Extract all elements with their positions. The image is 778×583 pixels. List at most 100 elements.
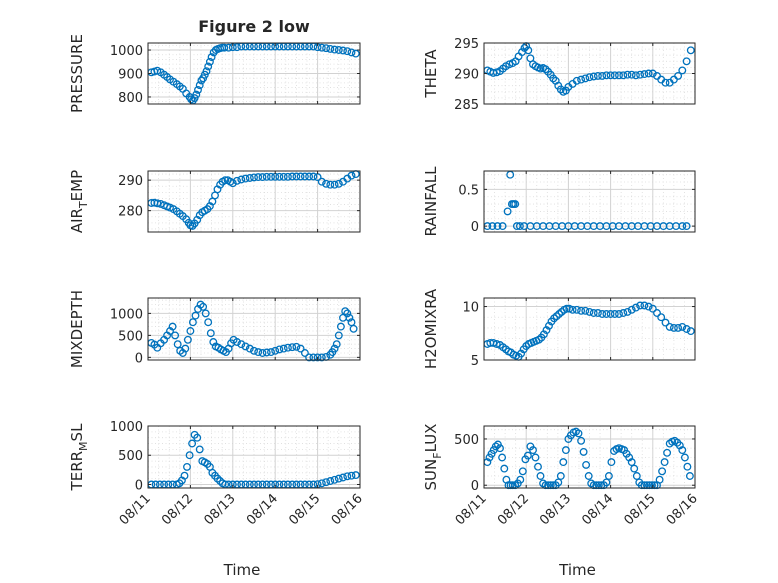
y-axis-label: RAINFALL (422, 166, 440, 237)
data-point (334, 46, 343, 54)
subplot-bottom-right: 0 500 SUNFLUX 08/11 08/12 08/13 08/14 08/15 08/1… (422, 424, 701, 579)
data-point (505, 60, 514, 69)
data-point (615, 71, 623, 80)
data-point (627, 305, 636, 314)
y-tick-label: 1000 (110, 44, 143, 59)
y-tick-label: 285 (454, 98, 479, 113)
data-point (262, 172, 271, 181)
x-tick-label: 08/11 (117, 491, 154, 528)
y-tick-label: 500 (118, 449, 143, 464)
data-point (188, 221, 197, 230)
data-point (657, 313, 666, 322)
data-point (653, 309, 661, 317)
data-point (241, 174, 250, 183)
data-point (678, 446, 687, 455)
y-tick-label: 500 (454, 433, 479, 448)
data-point (561, 446, 570, 455)
data-point (602, 71, 611, 80)
y-tick-label: 290 (118, 174, 143, 189)
data-point (279, 344, 288, 353)
data-point (577, 306, 586, 315)
data-point (503, 207, 512, 216)
y-tick-label: 0 (471, 479, 479, 494)
data-point (541, 481, 550, 490)
data-point (682, 325, 691, 333)
data-point (275, 172, 284, 181)
data-point (589, 309, 598, 317)
data-point (322, 44, 331, 53)
data-point (341, 307, 350, 316)
data-point (233, 338, 241, 346)
data-point (545, 321, 553, 330)
data-point (330, 180, 339, 189)
data-point (523, 451, 532, 460)
data-point (636, 70, 645, 79)
data-point (317, 43, 326, 52)
data-point (168, 322, 177, 331)
subplot-row3-right: 5 10 H2OMIXRA (422, 288, 696, 369)
data-point (178, 349, 187, 357)
axes-box (483, 170, 696, 233)
data-point (489, 338, 498, 347)
data-point (602, 478, 611, 487)
data-point (241, 342, 250, 351)
data-point (536, 472, 545, 480)
x-tick-label: 08/13 (537, 491, 574, 528)
data-point (556, 472, 565, 480)
data-point (515, 222, 524, 231)
data-point (636, 301, 645, 310)
data-point (554, 478, 563, 487)
minor-grid (148, 298, 360, 360)
data-point (632, 472, 641, 480)
data-point (292, 172, 301, 181)
data-point (267, 172, 275, 181)
subplot-row2-left: 280 290 AIRTEMP (68, 170, 361, 233)
data-point (534, 462, 542, 471)
minor-grid (484, 171, 695, 232)
data-point (326, 44, 335, 53)
data-point (581, 74, 590, 83)
data-point (496, 444, 504, 453)
data-point (655, 475, 664, 484)
data-point (300, 172, 309, 181)
data-point (577, 75, 586, 84)
data-point (627, 70, 636, 79)
data-point (351, 49, 360, 58)
data-point (245, 344, 254, 353)
y-tick-label: 0.5 (458, 183, 479, 198)
data-point (516, 475, 525, 484)
data-point (640, 301, 649, 310)
data-point (529, 446, 537, 455)
data-point (322, 179, 331, 188)
data-point (585, 307, 594, 316)
data-point (598, 71, 607, 80)
data-point (682, 57, 691, 66)
data-point (153, 199, 162, 208)
data-point (171, 331, 180, 340)
data-point (498, 222, 507, 231)
data-point (552, 312, 561, 321)
data-point (572, 305, 581, 314)
data-point (317, 177, 326, 186)
minor-grid (484, 298, 695, 360)
data-point (349, 324, 358, 333)
data-point (309, 353, 318, 362)
x-axis-label: Time (223, 561, 261, 579)
data-point (568, 305, 577, 314)
data-point (300, 349, 309, 357)
subplot-top-right: 285 290 295 THETA (422, 37, 696, 113)
data-point (205, 57, 214, 66)
y-tick-label: 1000 (110, 307, 143, 322)
data-point (279, 172, 288, 181)
data-point (199, 302, 208, 311)
data-point (541, 65, 550, 74)
data-point (682, 222, 691, 231)
data-point (250, 173, 258, 182)
data-point (334, 331, 343, 340)
data-point (593, 71, 602, 80)
y-tick-label: 295 (454, 37, 479, 52)
data-point (686, 327, 695, 336)
data-point (674, 323, 683, 332)
y-axis-label: PRESSURE (68, 34, 86, 113)
